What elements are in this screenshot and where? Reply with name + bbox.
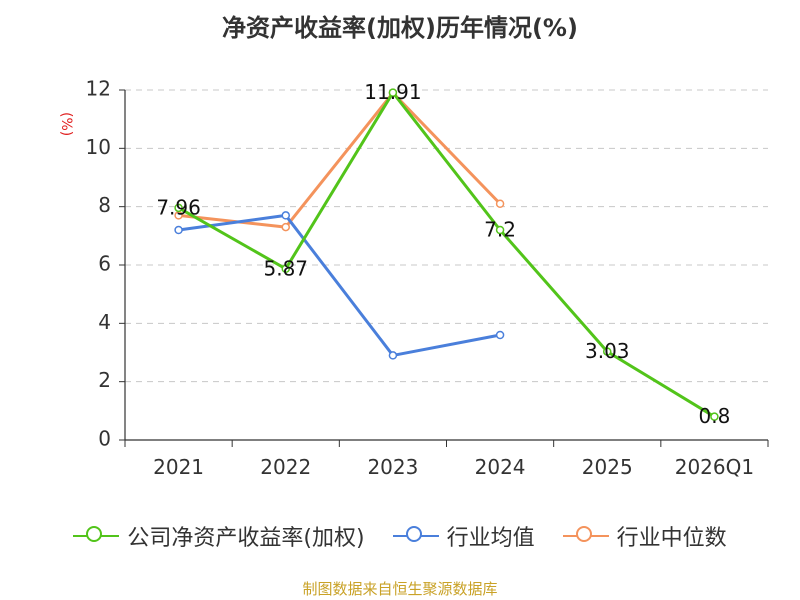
y-tick-label: 12 [86,77,111,101]
legend: 公司净资产收益率(加权) 行业均值 行业中位数 [0,520,800,552]
data-label: 3.03 [585,339,630,363]
legend-item-industry-mean[interactable]: 行业均值 [392,520,535,552]
legend-swatch-industry-median [562,524,609,548]
data-point-0 [710,412,719,421]
data-point-0 [388,88,398,97]
y-tick-label: 6 [98,252,111,276]
series-line-1 [178,213,501,357]
data-source-note: 制图数据来自恒生聚源数据库 [302,580,498,598]
data-label: 0.8 [699,404,731,428]
axes [119,89,769,447]
data-point-1 [388,351,398,360]
data-point-0 [603,347,612,356]
legend-swatch-company [73,524,120,548]
data-point-1 [495,330,505,340]
data-label: 11.91 [364,80,421,104]
x-tick-label: 2021 [153,455,204,479]
x-tick-label: 2023 [367,455,418,479]
x-tick-label: 2022 [260,455,311,479]
series-line-0 [177,91,716,418]
y-tick-label: 4 [98,310,111,334]
grid-lines [125,89,768,383]
y-tick-label: 8 [98,193,111,217]
data-label: 5.87 [263,256,308,280]
series-lines [174,88,719,421]
chart-title: 净资产收益率(加权)历年情况(%) [222,14,578,42]
data-point-1 [174,225,183,235]
legend-label-industry-mean: 行业均值 [446,526,535,551]
x-tick-label: 2026Q1 [675,455,754,479]
legend-label-company: 公司净资产收益率(加权) [127,526,365,551]
data-label: 7.96 [156,195,201,219]
y-tick-label: 10 [86,135,111,159]
y-tick-labels: 0 2 4 6 8 10 12 [86,77,111,451]
data-point-0 [281,264,290,274]
x-tick-labels: 2021 2022 2023 2024 2025 2026Q1 [153,455,754,479]
data-label: 7.2 [484,218,516,242]
y-tick-label: 2 [98,368,111,392]
x-tick-label: 2024 [475,455,526,479]
data-labels: 7.96 5.87 11.91 7.2 3.03 0.8 [156,80,730,428]
data-point-0 [174,203,183,213]
legend-item-industry-median[interactable]: 行业中位数 [562,520,727,552]
y-axis-unit-label: (%) [58,112,74,137]
legend-item-company[interactable]: 公司净资产收益率(加权) [73,520,365,552]
y-tick-label: 0 [98,427,111,451]
data-point-1 [281,211,290,220]
legend-swatch-industry-mean [392,524,439,548]
data-point-2 [281,222,290,232]
legend-label-industry-median: 行业中位数 [616,526,727,551]
data-point-2 [495,199,505,208]
x-tick-label: 2025 [582,455,633,479]
data-point-0 [495,225,505,235]
